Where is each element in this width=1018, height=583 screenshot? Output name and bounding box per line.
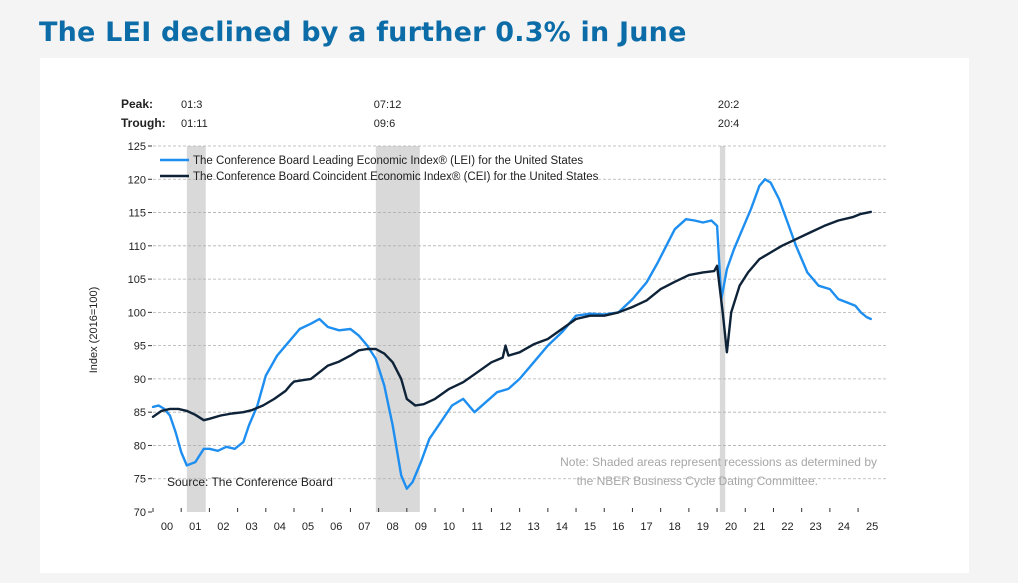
x-tick-label: 01: [189, 521, 201, 533]
y-tick-label: 120: [128, 174, 146, 186]
x-tick-label: 05: [302, 521, 314, 533]
x-tick-label: 11: [472, 521, 483, 533]
x-tick-label: 09: [415, 521, 427, 533]
x-tick-label: 25: [866, 521, 878, 533]
x-tick-label: 10: [443, 521, 455, 533]
y-tick-label: 85: [134, 407, 146, 419]
x-tick-label: 14: [556, 521, 568, 533]
recession-note-line1: Note: Shaded areas represent recessions …: [560, 455, 877, 469]
legend-label: The Conference Board Coincident Economic…: [193, 171, 599, 183]
trough-label: Trough:: [121, 116, 166, 130]
x-tick-label: 00: [161, 521, 173, 533]
x-tick-label: 16: [612, 521, 624, 533]
y-tick-label: 115: [128, 208, 146, 220]
chart-text: The Conference Board Leading Economic In…: [88, 97, 877, 489]
y-tick-label: 125: [128, 141, 146, 153]
y-tick-label: 80: [134, 440, 146, 452]
x-tick-label: 07: [358, 521, 370, 533]
trough-date: 09:6: [374, 118, 395, 130]
recession-band: [719, 146, 726, 512]
axes: 70 75 80 85 90 95 100 105 110 115 120 125 00 01 02 03 04…: [128, 141, 879, 533]
x-tick-label: 12: [499, 521, 511, 533]
trough-date: 01:11: [181, 118, 208, 130]
x-tick-label: 15: [584, 521, 596, 533]
trough-date: 20:4: [718, 118, 739, 130]
peak-date: 20:2: [718, 99, 739, 111]
x-tick-label: 21: [753, 521, 765, 533]
grid-lines: [153, 145, 887, 480]
x-tick-label: 17: [640, 521, 652, 533]
page-title: The LEI declined by a further 0.3% in Ju…: [39, 17, 687, 48]
lei-series-line: [151, 178, 872, 490]
cei-series-line: [151, 210, 872, 422]
peak-label: Peak:: [121, 97, 153, 111]
y-tick-label: 110: [128, 241, 146, 253]
x-tick-label: 04: [274, 521, 286, 533]
legend-label: The Conference Board Leading Economic In…: [193, 155, 583, 167]
x-tick-label: 19: [697, 521, 709, 533]
x-tick-label: 13: [528, 521, 540, 533]
y-tick-label: 90: [134, 374, 146, 386]
x-tick-label: 20: [725, 521, 737, 533]
y-tick-label: 75: [134, 474, 146, 486]
y-axis-title: Index (2016=100): [88, 287, 100, 374]
x-tick-label: 24: [838, 521, 850, 533]
source-note: Source: The Conference Board: [167, 475, 333, 489]
y-tick-label: 95: [134, 341, 146, 353]
x-tick-label: 18: [669, 521, 681, 533]
x-tick-label: 23: [810, 521, 822, 533]
x-tick-label: 06: [330, 521, 342, 533]
y-tick-label: 70: [134, 507, 146, 519]
x-tick-label: 22: [781, 521, 793, 533]
recession-band: [186, 146, 206, 512]
series-lines: [151, 178, 872, 490]
peak-date: 01:3: [181, 99, 202, 111]
recession-note-line2: the NBER Business Cycle Dating Committee…: [577, 474, 818, 488]
recession-shading: [186, 146, 726, 512]
y-tick-label: 105: [128, 274, 146, 286]
x-tick-label: 03: [245, 521, 257, 533]
x-tick-label: 02: [217, 521, 229, 533]
y-tick-label: 100: [128, 307, 146, 319]
peak-date: 07:12: [374, 99, 402, 111]
x-tick-label: 08: [387, 521, 399, 533]
